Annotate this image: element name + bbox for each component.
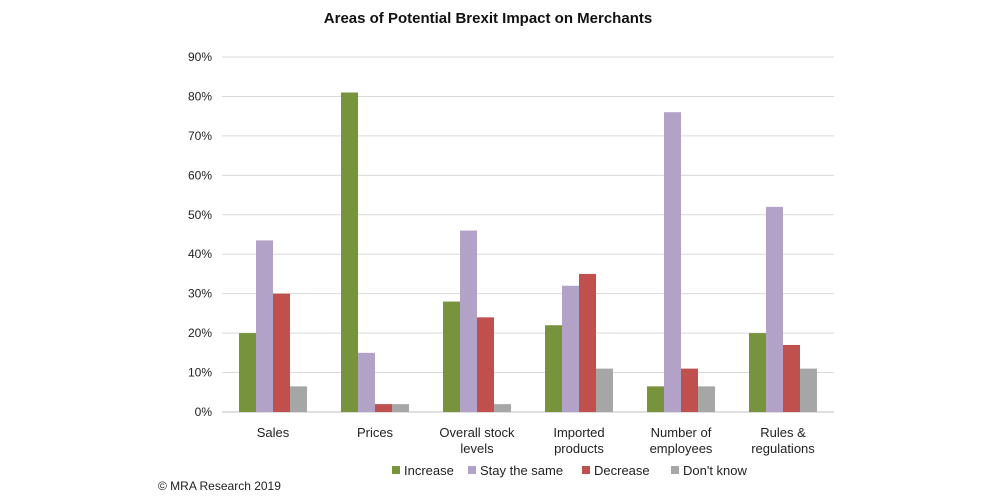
bars	[239, 92, 817, 412]
y-tick-label: 40%	[188, 247, 212, 261]
bar-stay-the-same	[664, 112, 681, 412]
bar-don-t-know	[290, 386, 307, 412]
legend: Increase Stay the same Decrease Don't know	[392, 463, 748, 478]
category-label: Prices	[357, 425, 394, 440]
copyright-text: © MRA Research 2019	[158, 479, 281, 493]
legend-swatch	[671, 466, 679, 474]
legend-label: Decrease	[594, 463, 650, 478]
legend-swatch	[582, 466, 590, 474]
bar-stay-the-same	[766, 206, 783, 412]
bar-increase	[647, 386, 664, 412]
category-label: Sales	[257, 425, 290, 440]
bar-decrease	[579, 273, 596, 412]
bar-increase	[341, 92, 358, 412]
bar-don-t-know	[698, 386, 715, 412]
legend-swatch	[468, 466, 476, 474]
category-label: Overall stock levels	[439, 425, 515, 456]
y-tick-label: 50%	[188, 208, 212, 222]
y-tick-label: 30%	[188, 287, 212, 301]
legend-label: Don't know	[683, 463, 748, 478]
y-tick-label: 90%	[188, 50, 212, 64]
y-tick-label: 80%	[188, 89, 212, 103]
y-tick-label: 10%	[188, 366, 212, 380]
y-tick-label: 70%	[188, 129, 212, 143]
chart-title: Areas of Potential Brexit Impact on Merc…	[324, 10, 652, 27]
bar-increase	[443, 301, 460, 412]
y-axis-ticks: 0% 10% 20% 30% 40% 50% 60% 70% 80% 90%	[188, 50, 212, 419]
legend-swatch	[392, 466, 400, 474]
legend-label: Stay the same	[480, 463, 563, 478]
bar-don-t-know	[800, 368, 817, 412]
category-label: Rules & regulations	[751, 425, 815, 456]
category-label: Imported products	[553, 425, 604, 456]
bar-don-t-know	[494, 404, 511, 412]
y-tick-label: 20%	[188, 326, 212, 340]
bar-stay-the-same	[460, 230, 477, 412]
x-axis-categories: Sales Prices Overall stock levels Imported pr…	[257, 425, 816, 456]
bar-stay-the-same	[256, 240, 273, 412]
y-tick-label: 60%	[188, 168, 212, 182]
bar-decrease	[681, 368, 698, 412]
legend-label: Increase	[404, 463, 454, 478]
category-label: Number of employees	[650, 425, 713, 456]
bar-decrease	[375, 404, 392, 412]
bar-don-t-know	[596, 368, 613, 412]
bar-increase	[749, 333, 766, 412]
bar-increase	[239, 333, 256, 412]
bar-decrease	[273, 293, 290, 412]
bar-stay-the-same	[562, 285, 579, 412]
bar-don-t-know	[392, 404, 409, 412]
bar-increase	[545, 325, 562, 412]
bar-decrease	[477, 317, 494, 412]
gridlines	[222, 56, 834, 413]
bar-decrease	[783, 344, 800, 412]
bar-stay-the-same	[358, 352, 375, 412]
y-tick-label: 0%	[195, 405, 213, 419]
